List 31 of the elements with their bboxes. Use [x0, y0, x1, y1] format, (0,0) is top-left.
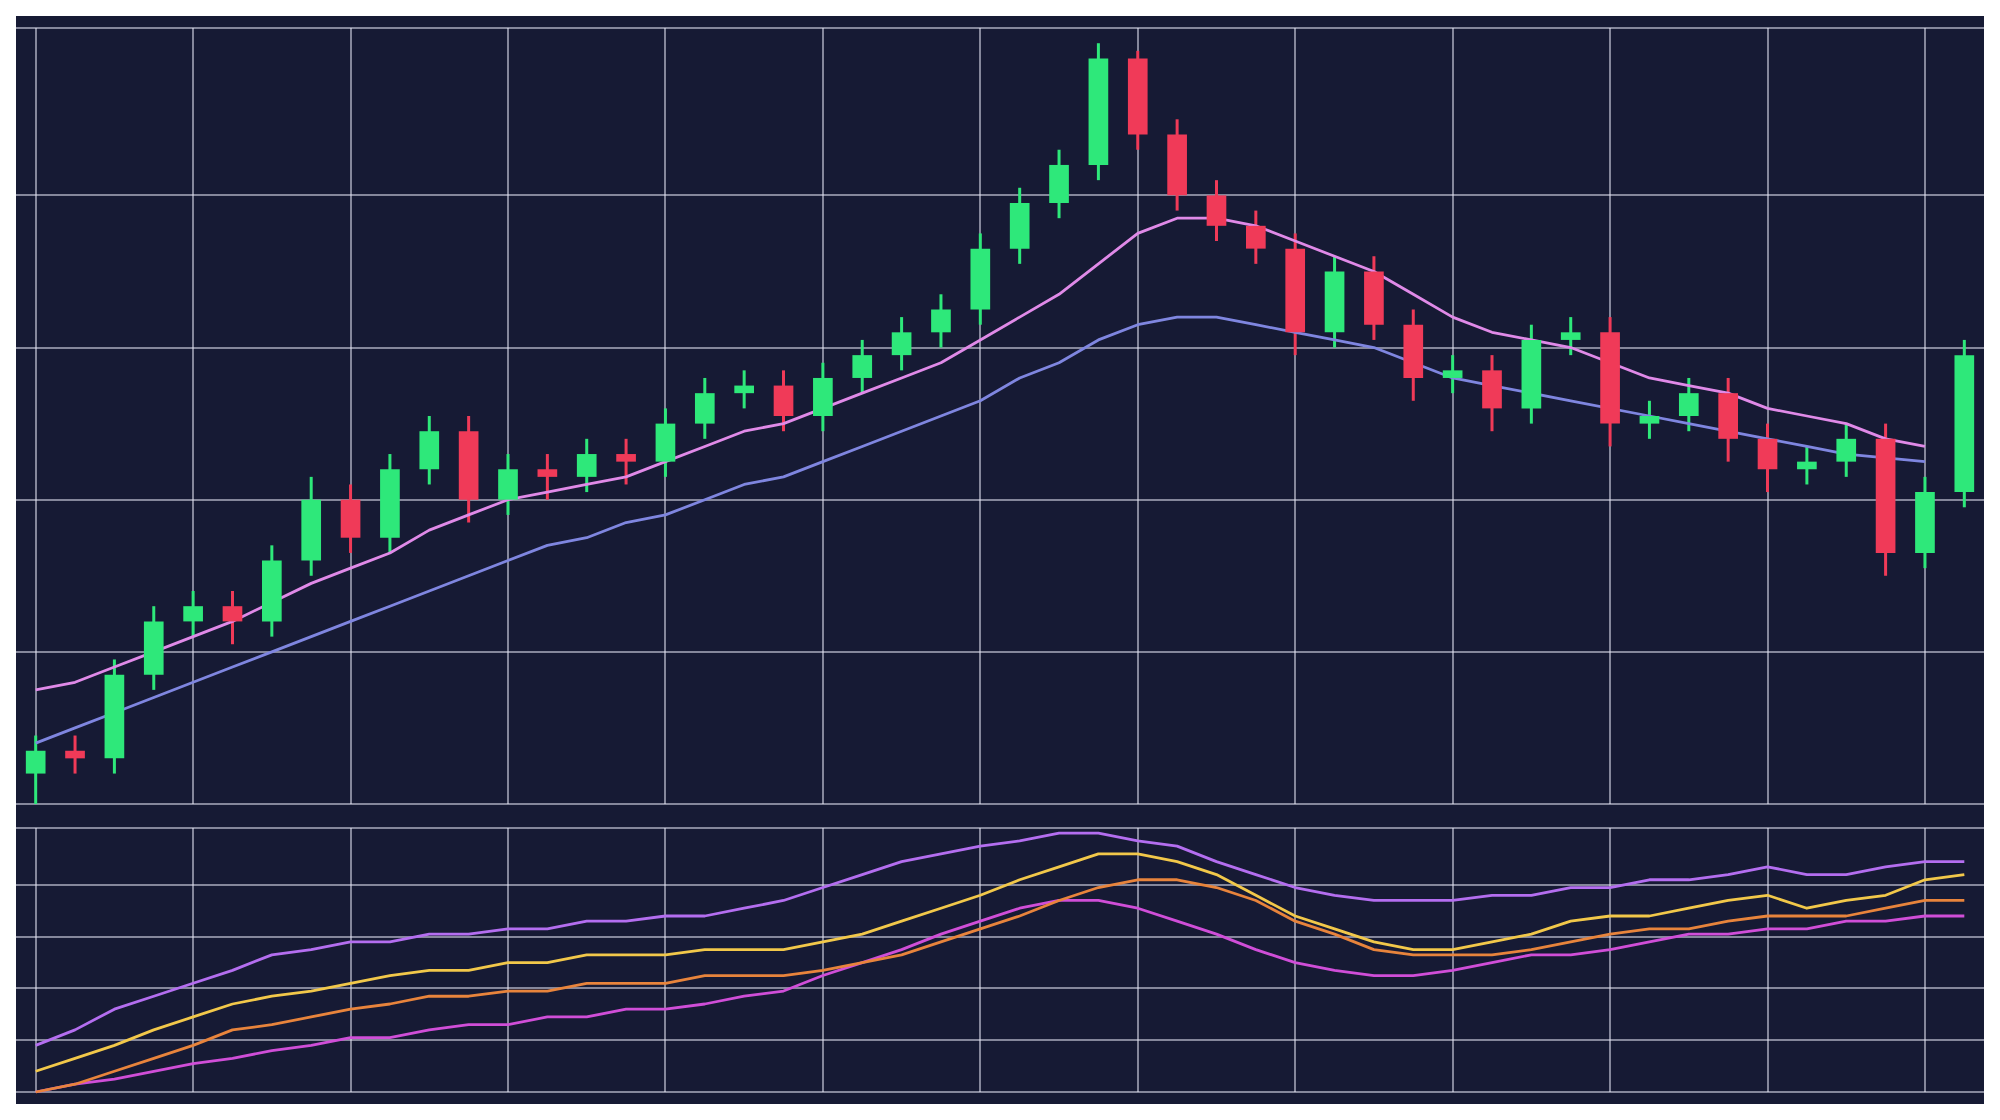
candlestick: [1757, 422, 1778, 494]
candlestick: [340, 482, 361, 555]
candlestick: [616, 437, 636, 486]
candlestick: [1206, 178, 1227, 243]
candlestick: [655, 406, 676, 479]
candlestick: [576, 437, 597, 494]
candlestick: [734, 368, 754, 410]
candlestick: [1246, 209, 1266, 266]
candlestick: [1049, 148, 1069, 220]
candlestick: [1797, 444, 1817, 486]
candlestick: [25, 734, 46, 806]
candlestick: [852, 338, 873, 395]
candlestick: [1718, 376, 1738, 464]
candlestick: [183, 589, 203, 639]
candlestick: [1836, 422, 1857, 479]
candlestick: [537, 452, 558, 502]
candlestick: [419, 414, 440, 486]
candlestick: [222, 589, 243, 646]
candlestick: [694, 376, 715, 441]
candlestick: [773, 368, 794, 433]
candlestick: [1639, 399, 1660, 441]
candlestick: [891, 315, 912, 372]
candlestick: [1678, 376, 1699, 433]
candlestick: [1482, 353, 1502, 433]
candlestick: [813, 361, 833, 433]
candlestick: [498, 452, 518, 517]
candlestick: [1442, 353, 1463, 395]
candlestick: [1009, 186, 1030, 266]
candlestick: [1560, 315, 1581, 357]
candlestick: [65, 734, 85, 776]
candlestick: [931, 292, 951, 350]
